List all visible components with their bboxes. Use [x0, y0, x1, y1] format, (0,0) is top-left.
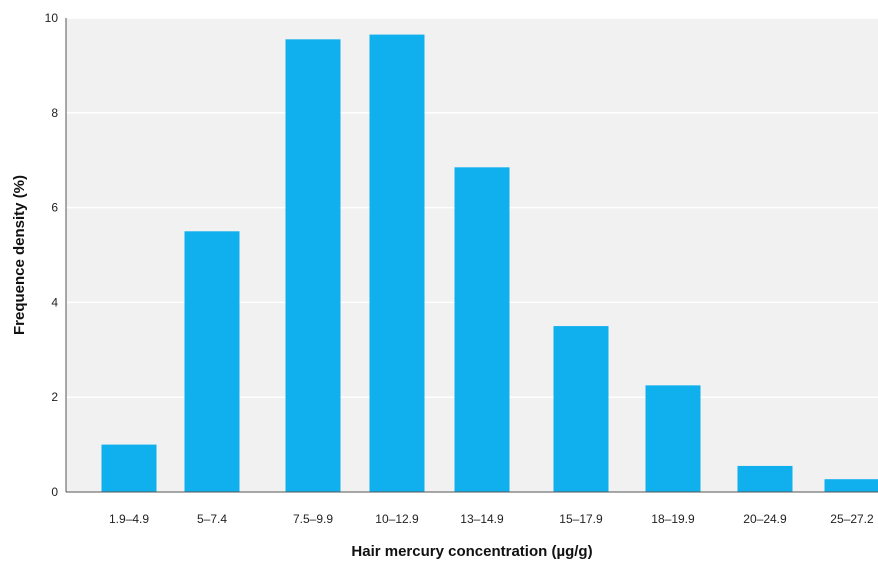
bar-7.5–9.9 — [285, 39, 341, 493]
bar-13–14.9 — [454, 167, 510, 492]
x-tick-label: 20–24.9 — [743, 512, 787, 526]
y-tick-label: 8 — [51, 106, 58, 120]
bar-10–12.9 — [369, 34, 425, 493]
x-tick-labels: 1.9–4.9 5–7.4 7.5–9.9 10–12.9 13–14.9 15–17.9… — [109, 512, 874, 526]
y-tick-label: 6 — [51, 201, 58, 215]
bar-5–7.4 — [184, 231, 240, 493]
y-tick-labels: 0 2 4 6 8 10 — [45, 11, 59, 499]
x-tick-label: 13–14.9 — [460, 512, 504, 526]
x-axis-title: Hair mercury concentration (µg/g) — [351, 543, 592, 560]
x-tick-label: 18–19.9 — [651, 512, 695, 526]
y-tick-label: 4 — [51, 295, 58, 309]
y-tick-label: 2 — [51, 390, 58, 404]
x-tick-label: 15–17.9 — [559, 512, 603, 526]
x-tick-label: 7.5–9.9 — [293, 512, 333, 526]
bar-1.9–4.9 — [101, 444, 157, 492]
x-tick-label: 5–7.4 — [197, 512, 227, 526]
y-tick-label: 10 — [45, 11, 59, 25]
y-tick-label: 0 — [51, 485, 58, 499]
x-tick-label: 1.9–4.9 — [109, 512, 149, 526]
x-tick-label: 25–27.2 — [830, 512, 874, 526]
bar-20–24.9 — [737, 465, 793, 492]
y-axis-title: Frequence density (%) — [11, 175, 28, 335]
bar-25–27.2 — [824, 479, 878, 492]
bar-15–17.9 — [553, 326, 609, 492]
bar-18–19.9 — [645, 385, 701, 492]
x-tick-label: 10–12.9 — [375, 512, 419, 526]
bars — [101, 34, 878, 493]
